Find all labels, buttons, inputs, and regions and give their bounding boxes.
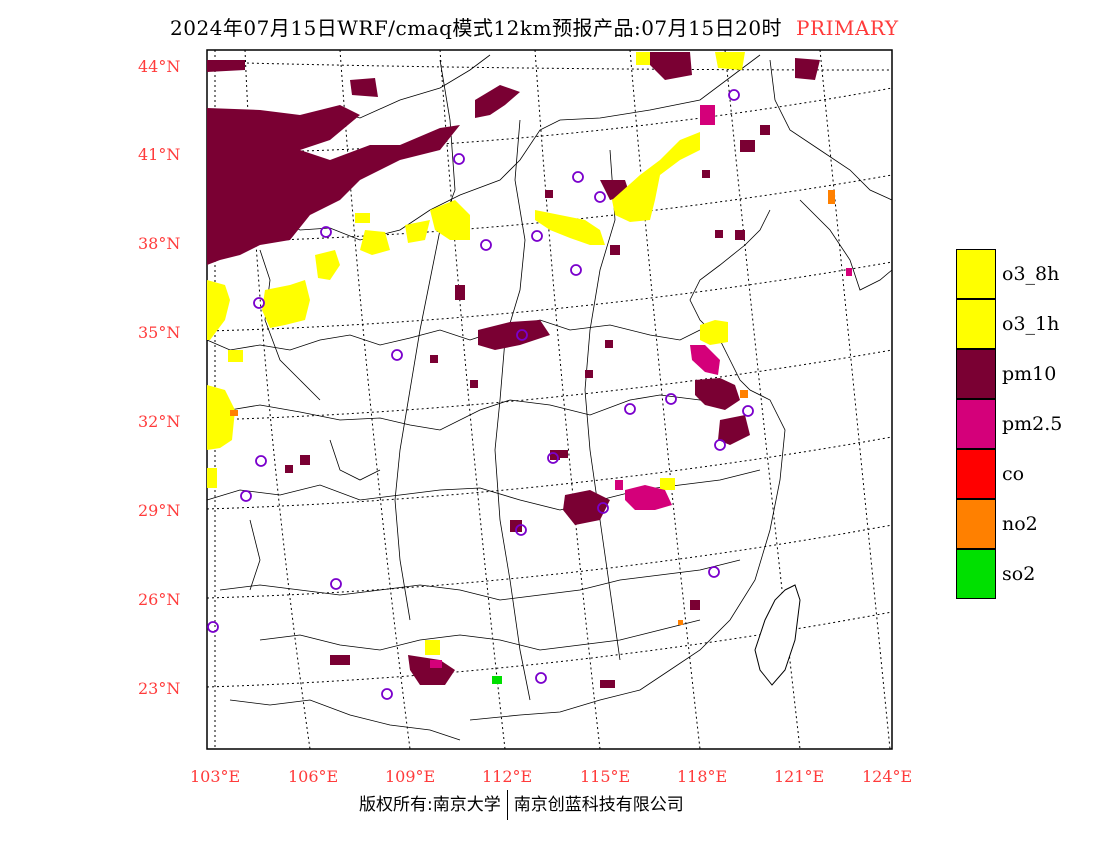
legend-label: so2 (1002, 563, 1036, 585)
lat-label: 41°N (138, 145, 180, 164)
legend-label: pm2.5 (1002, 413, 1063, 435)
pm10-areas (207, 52, 820, 688)
copyright-text: 版权所有:南京大学 (359, 795, 501, 815)
legend-item: pm10 (956, 349, 1096, 399)
legend-swatch (956, 549, 996, 599)
province-borders (206, 54, 893, 741)
legend-item: pm2.5 (956, 399, 1096, 449)
legend-item: co (956, 449, 1096, 499)
lat-label: 26°N (138, 590, 180, 609)
footer-divider (506, 790, 508, 820)
lon-label: 106°E (288, 767, 338, 786)
lat-label: 38°N (138, 234, 180, 253)
city-markers (207, 89, 754, 700)
legend-label: co (1002, 463, 1025, 485)
legend-swatch (956, 499, 996, 549)
lon-tick-labels: 103°E 106°E 109°E 112°E 115°E 118°E 121°… (190, 767, 912, 786)
lat-label: 35°N (138, 323, 180, 342)
lon-label: 121°E (774, 767, 824, 786)
legend-item: no2 (956, 499, 1096, 549)
lat-label: 23°N (138, 679, 180, 698)
company-text: 南京创蓝科技有限公司 (513, 795, 684, 815)
pm25-areas (430, 105, 852, 668)
legend-item: o3_8h (956, 249, 1096, 299)
lon-label: 109°E (385, 767, 435, 786)
lat-label: 44°N (138, 57, 180, 76)
legend-label: pm10 (1002, 363, 1057, 385)
legend-swatch (956, 299, 996, 349)
legend-swatch (956, 349, 996, 399)
lat-label: 29°N (138, 501, 180, 520)
lat-tick-labels: 44°N 41°N 38°N 35°N 32°N 29°N 26°N 23°N (138, 57, 180, 698)
legend-label: no2 (1002, 513, 1038, 535)
legend-label: o3_8h (1002, 263, 1060, 285)
o3-areas (207, 52, 745, 655)
legend-item: so2 (956, 549, 1096, 599)
legend-swatch (956, 449, 996, 499)
footer: 版权所有:南京大学 南京创蓝科技有限公司 (359, 790, 684, 820)
lon-label: 124°E (862, 767, 912, 786)
title-text: 2024年07月15日WRF/cmaq模式12km预报产品:07月15日20时 (170, 16, 783, 40)
lon-label: 112°E (482, 767, 532, 786)
lon-label: 118°E (677, 767, 727, 786)
legend-swatch (956, 249, 996, 299)
taiwan-outline (754, 584, 801, 686)
legend-item: o3_1h (956, 299, 1096, 349)
primary-tag: PRIMARY (796, 16, 899, 40)
lon-label: 115°E (580, 767, 630, 786)
lon-label: 103°E (190, 767, 240, 786)
legend-label: o3_1h (1002, 313, 1060, 335)
legend-swatch (956, 399, 996, 449)
no2-areas (230, 190, 835, 625)
so2-areas (492, 676, 502, 684)
lat-label: 32°N (138, 412, 180, 431)
map-title: 2024年07月15日WRF/cmaq模式12km预报产品:07月15日20时 P… (170, 12, 899, 41)
